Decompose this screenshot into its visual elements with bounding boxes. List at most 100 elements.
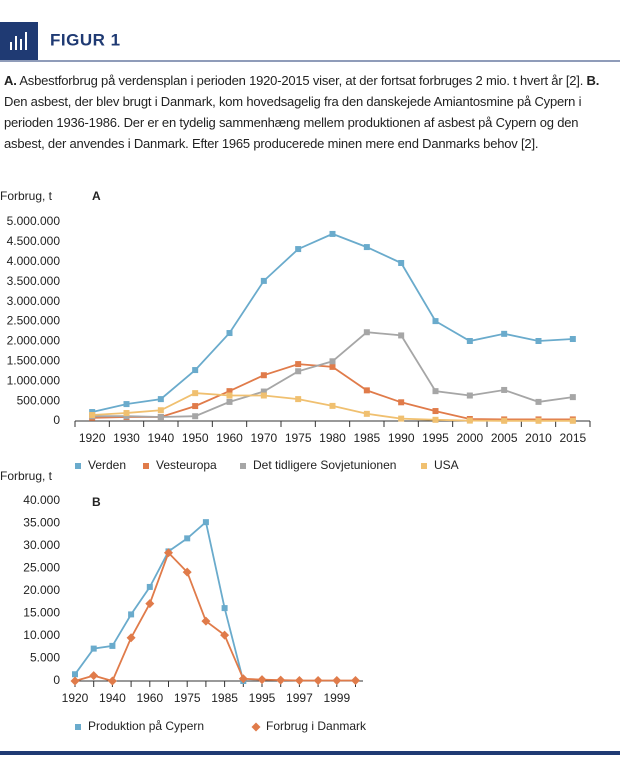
marker: [89, 413, 96, 420]
marker: [363, 410, 370, 417]
y-tick-label: 1.500.000: [7, 353, 61, 367]
y-tick-label: 5.000.000: [7, 214, 61, 228]
caption-part: Asbestforbrug på verdensplan i perioden …: [19, 73, 584, 88]
marker: [89, 414, 96, 421]
marker: [226, 398, 233, 405]
caption-part: A.: [4, 73, 17, 88]
marker: [295, 246, 302, 253]
marker: [363, 329, 370, 336]
marker: [466, 338, 473, 345]
marker: [220, 630, 230, 640]
series: [89, 390, 576, 424]
marker: [89, 412, 96, 419]
marker: [466, 392, 473, 399]
marker: [240, 678, 247, 684]
marker: [157, 396, 164, 403]
marker: [89, 409, 96, 416]
marker: [145, 599, 155, 609]
series-line: [92, 392, 573, 422]
marker: [295, 396, 302, 403]
marker: [501, 386, 508, 393]
marker: [184, 535, 191, 542]
marker: [363, 244, 370, 251]
marker: [260, 392, 267, 399]
x-tick-label: 2005: [491, 431, 518, 445]
marker: [398, 259, 405, 266]
x-tick-label: 1950: [182, 431, 209, 445]
marker: [192, 403, 199, 410]
marker: [192, 367, 199, 374]
y-tick-label: 15.000: [23, 606, 60, 620]
x-tick-label: 1940: [99, 691, 126, 705]
x-tick-label: 1995: [422, 431, 449, 445]
marker: [295, 361, 302, 368]
marker: [535, 416, 542, 423]
marker: [332, 676, 342, 686]
x-tick-label: 1970: [250, 431, 277, 445]
caption: A. Asbestforbrug på verdensplan i period…: [4, 70, 616, 154]
y-tick-label: 3.000.000: [7, 294, 61, 308]
y-tick-label: 40.000: [23, 493, 60, 507]
marker: [329, 230, 336, 237]
y-tick-label: 4.000.000: [7, 254, 61, 268]
marker: [260, 372, 267, 379]
marker: [192, 413, 199, 420]
chart-label: B: [92, 495, 101, 509]
series: [70, 548, 360, 686]
legend-label: Produktion på Cypern: [88, 719, 204, 733]
marker: [221, 605, 228, 612]
marker: [535, 338, 542, 345]
bottom-rule: [0, 751, 620, 755]
y-tick-label: 5.000: [30, 651, 60, 665]
marker: [89, 671, 99, 681]
series-line: [92, 331, 573, 418]
marker: [182, 567, 192, 577]
marker: [192, 390, 199, 397]
marker: [569, 416, 576, 423]
marker: [123, 401, 130, 408]
legend-label: Forbrug i Danmark: [266, 719, 367, 733]
marker: [295, 368, 302, 375]
header: FIGUR 1: [0, 22, 620, 62]
marker: [421, 463, 427, 469]
marker: [123, 414, 130, 421]
y-tick-label: 0: [53, 413, 60, 427]
x-tick-label: 1960: [136, 691, 163, 705]
legend-label: Verden: [88, 458, 126, 472]
marker: [109, 642, 116, 649]
figure-label: FIGUR 1: [50, 30, 121, 49]
x-tick-label: 1975: [285, 431, 312, 445]
y-tick-label: 500.000: [17, 393, 61, 407]
marker: [157, 414, 164, 421]
y-tick-label: 1.000.000: [7, 373, 61, 387]
x-tick-label: 1995: [249, 691, 276, 705]
marker: [226, 330, 233, 337]
marker: [238, 674, 248, 684]
x-tick-label: 1990: [388, 431, 415, 445]
marker: [226, 388, 233, 395]
marker: [351, 676, 360, 686]
marker: [126, 633, 136, 643]
y-tick-label: 3.500.000: [7, 274, 61, 288]
marker: [398, 332, 405, 339]
marker: [143, 463, 149, 469]
x-tick-label: 1985: [211, 691, 238, 705]
series: [89, 329, 576, 421]
marker: [257, 675, 267, 685]
x-tick-label: 1999: [323, 691, 350, 705]
marker: [363, 387, 370, 394]
marker: [432, 318, 439, 325]
marker: [260, 388, 267, 395]
marker: [432, 388, 439, 395]
marker: [398, 415, 405, 422]
marker: [128, 611, 135, 618]
legend-label: Det tidligere Sovjetunionen: [253, 458, 396, 472]
y-axis-label: Forbrug, t: [0, 189, 53, 203]
marker: [251, 722, 261, 732]
marker: [466, 416, 473, 423]
x-tick-label: 1920: [62, 691, 89, 705]
caption-part: Den asbest, der blev brugt i Danmark, ko…: [4, 94, 582, 151]
series: [89, 361, 576, 423]
series: [89, 230, 576, 416]
